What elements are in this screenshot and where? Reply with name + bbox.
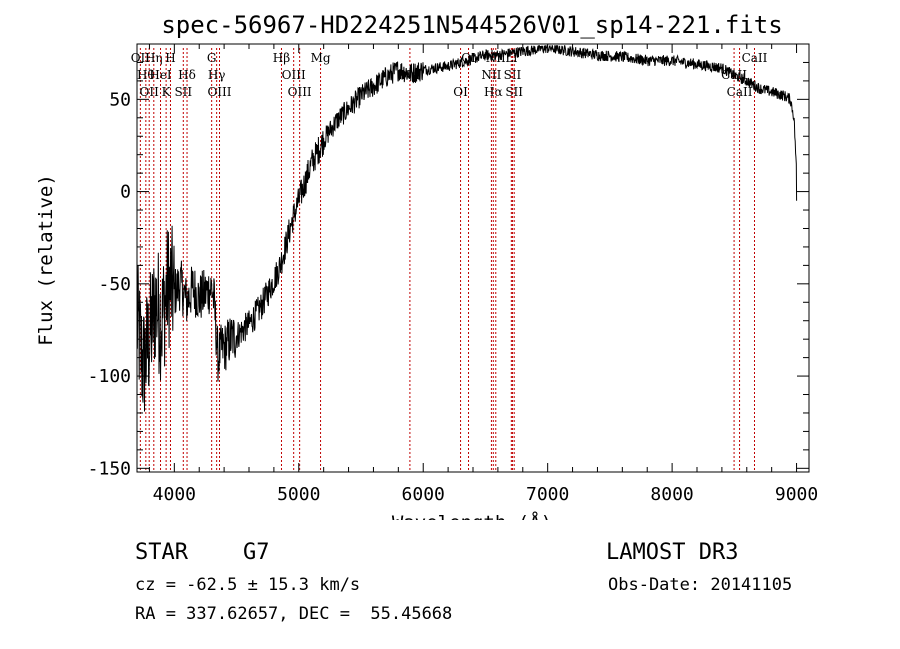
x-tick-label: 6000 <box>402 484 445 505</box>
line-markers: OIIHθOIIHηHeIKHHδSIIGHγOIIIHβOIIIOIIIMgN… <box>131 48 768 472</box>
x-axis-label: Wavelength (Å) <box>392 511 552 520</box>
line-marker-label: Hα <box>484 85 503 99</box>
line-marker-label: OIII <box>288 85 312 99</box>
line-marker-label: G <box>207 51 217 65</box>
object-class: STAR <box>135 540 188 565</box>
x-tick-label: 8000 <box>650 484 693 505</box>
observation-date: Obs-Date: 20141105 <box>608 575 793 595</box>
x-tick-label: 9000 <box>775 484 818 505</box>
line-marker-label: Hγ <box>208 68 226 82</box>
x-tick-label: 4000 <box>153 484 196 505</box>
spectrum-chart: spec-56967-HD224251N544526V01_sp14-221.f… <box>35 11 818 520</box>
redshift-value: cz = -62.5 ± 15.3 km/s <box>135 575 361 595</box>
line-marker-label: K <box>162 85 172 99</box>
line-marker-label: Hη <box>145 51 163 65</box>
line-marker-label: Hθ <box>137 68 155 82</box>
x-tick-label: 7000 <box>526 484 569 505</box>
plot-frame <box>136 43 810 473</box>
y-axis-ticks: -150 -100 -50 0 50 <box>88 61 809 479</box>
y-tick-label: -50 <box>98 274 131 295</box>
y-axis-label: Flux (relative) <box>35 174 57 346</box>
line-marker-label: Mg <box>311 51 331 65</box>
line-marker-label: H <box>165 51 175 65</box>
line-marker-label: CaII <box>742 51 768 65</box>
x-axis-ticks: 4000 5000 6000 7000 8000 9000 <box>148 44 818 505</box>
line-marker-label: OIII <box>282 68 306 82</box>
line-marker-label: OII <box>140 85 160 99</box>
line-marker-label: NII <box>481 68 501 82</box>
y-tick-label: 0 <box>120 182 131 203</box>
line-marker-label: SII <box>504 68 522 82</box>
y-tick-label: -100 <box>88 366 131 387</box>
sky-coordinates: RA = 337.62657, DEC = 55.45668 <box>135 604 453 624</box>
line-marker-label: Li <box>505 51 517 65</box>
line-marker-label: SII <box>174 85 192 99</box>
survey-release: LAMOST DR3 <box>606 540 739 565</box>
line-marker-label: OI <box>453 85 468 99</box>
line-marker-label: Hδ <box>178 68 196 82</box>
line-marker-label: HeI <box>149 68 172 82</box>
y-tick-label: -150 <box>88 458 131 479</box>
y-tick-label: 50 <box>109 89 131 110</box>
line-marker-label: Hβ <box>273 51 290 65</box>
line-marker-label: CaII <box>727 85 753 99</box>
spectrum-line <box>136 44 798 412</box>
line-marker-label: SII <box>505 85 523 99</box>
line-marker-label: OIII <box>207 85 231 99</box>
object-subclass: G7 <box>243 540 270 565</box>
x-tick-label: 5000 <box>277 484 320 505</box>
chart-title: spec-56967-HD224251N544526V01_sp14-221.f… <box>161 11 782 39</box>
